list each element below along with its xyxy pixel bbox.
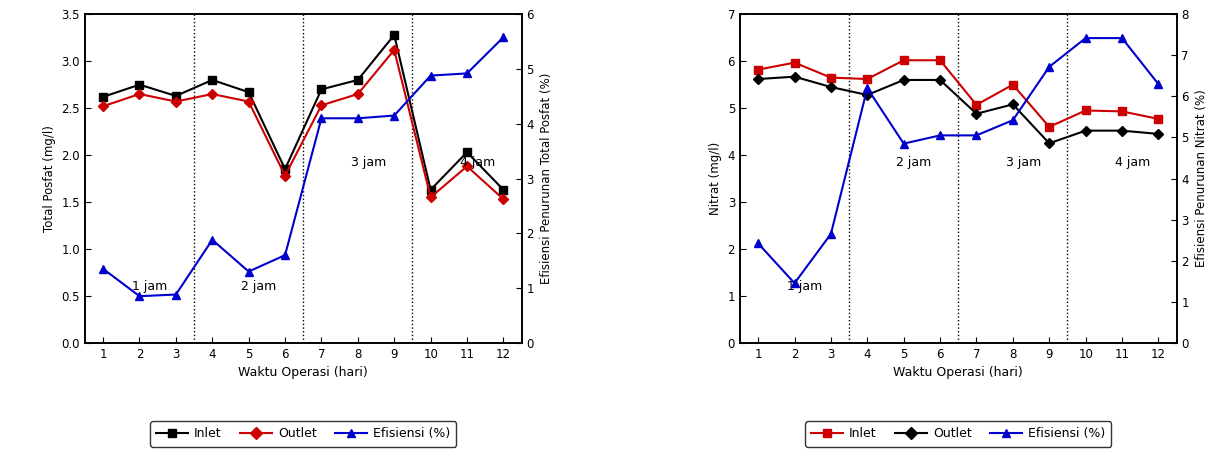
Text: 3 jam: 3 jam — [1006, 156, 1041, 169]
X-axis label: Waktu Operasi (hari): Waktu Operasi (hari) — [239, 366, 368, 379]
Text: 2 jam: 2 jam — [241, 280, 277, 293]
Y-axis label: Efisiensi Penurunan Total Posfat (%): Efisiensi Penurunan Total Posfat (%) — [540, 73, 552, 284]
X-axis label: Waktu Operasi (hari): Waktu Operasi (hari) — [894, 366, 1023, 379]
Legend: Inlet, Outlet, Efisiensi (%): Inlet, Outlet, Efisiensi (%) — [805, 421, 1111, 447]
Text: 4 jam: 4 jam — [460, 156, 495, 169]
Y-axis label: Nitrat (mg/l): Nitrat (mg/l) — [710, 142, 722, 215]
Y-axis label: Total Posfat (mg/l): Total Posfat (mg/l) — [42, 125, 56, 232]
Text: 2 jam: 2 jam — [896, 156, 932, 169]
Text: 1 jam: 1 jam — [132, 280, 167, 293]
Y-axis label: Efisiensi Penurunan Nitrat (%): Efisiensi Penurunan Nitrat (%) — [1195, 89, 1207, 268]
Legend: Inlet, Outlet, Efisiensi (%): Inlet, Outlet, Efisiensi (%) — [150, 421, 456, 447]
Text: 1 jam: 1 jam — [787, 280, 822, 293]
Text: 3 jam: 3 jam — [351, 156, 386, 169]
Text: 4 jam: 4 jam — [1115, 156, 1150, 169]
